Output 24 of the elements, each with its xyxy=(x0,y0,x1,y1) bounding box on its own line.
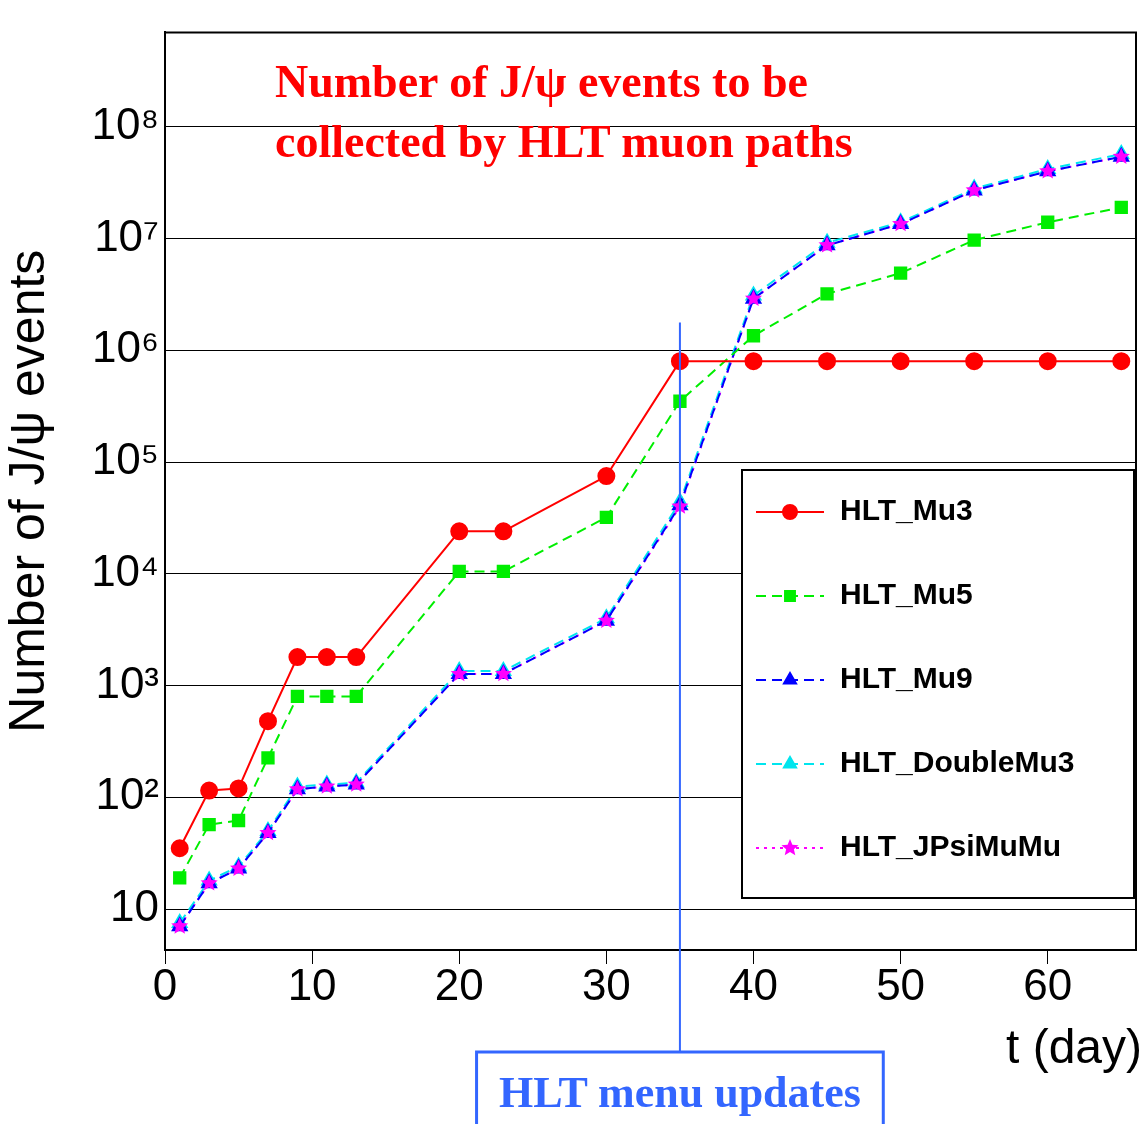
y-tick-label: 10³ xyxy=(95,657,159,707)
x-tick-label: 10 xyxy=(287,960,337,1010)
x-tick-label: 20 xyxy=(434,960,484,1010)
text: Number of J/ψ events to be collected by HLT muon paths xyxy=(275,55,854,169)
x-tick-label: 30 xyxy=(581,960,631,1010)
legend-label: HLT_JPsiMuMu xyxy=(840,829,1062,863)
legend-label: HLT_Mu5 xyxy=(840,577,973,611)
y-tick-label: 10⁵ xyxy=(91,434,159,484)
y-tick-label: 10⁶ xyxy=(91,322,159,372)
y-tick-label: 10⁴ xyxy=(91,545,159,595)
legend-label: HLT_DoubleMu3 xyxy=(840,745,1075,779)
x-tick-label: 50 xyxy=(876,960,926,1010)
legend-label: HLT_Mu9 xyxy=(840,661,973,695)
x-tick-label: 60 xyxy=(1023,960,1073,1010)
legend-label: HLT_Mu3 xyxy=(840,493,973,527)
y-tick-label: 10⁷ xyxy=(94,210,159,260)
ref-line-label: HLT menu updates xyxy=(498,1068,861,1118)
x-tick-label: 40 xyxy=(729,960,778,1010)
y-tick-label: 10 xyxy=(110,881,159,931)
x-tick-label: 0 xyxy=(152,960,178,1010)
y-axis-title: Number of J/ψ events xyxy=(0,249,55,733)
x-axis-title: t (day) xyxy=(1005,1020,1142,1074)
y-tick-label: 10² xyxy=(95,769,159,819)
y-tick-label: 10⁸ xyxy=(91,98,159,148)
